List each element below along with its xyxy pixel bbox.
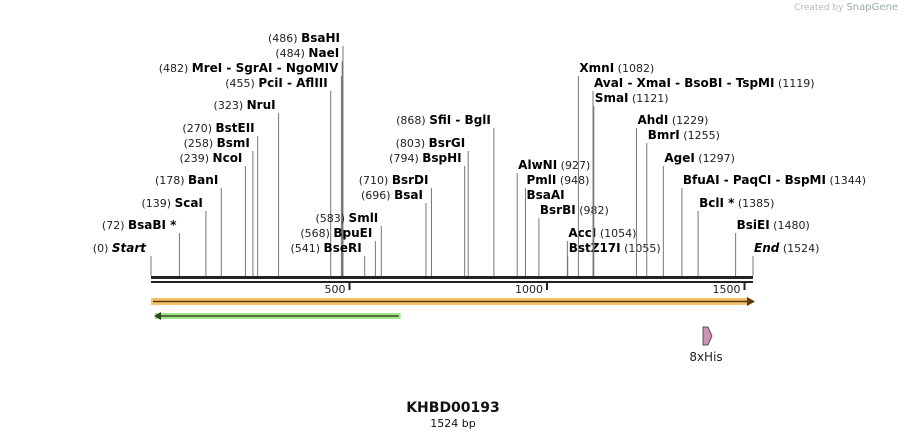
- svg-text:(710) BsrDI: (710) BsrDI: [359, 173, 429, 187]
- svg-text:(583) SmlI: (583) SmlI: [315, 211, 378, 225]
- ruler-label: 500: [325, 283, 346, 296]
- restriction-site[interactable]: (803) BsrGI: [396, 136, 469, 276]
- sequence-map: 500 1000 1500 8xHis (0) Start (72) BsaBI * (13…: [93, 31, 866, 364]
- restriction-site[interactable]: AhdI (1229): [635, 113, 708, 276]
- restriction-site[interactable]: BsiEI (1480): [735, 218, 810, 276]
- svg-text:SmaI (1121): SmaI (1121): [595, 91, 669, 105]
- svg-text:(868) SfiI - BglI: (868) SfiI - BglI: [396, 113, 491, 127]
- restriction-site[interactable]: (568) BpuEI: [300, 226, 376, 276]
- restriction-site[interactable]: (0) Start: [93, 241, 152, 276]
- restriction-site[interactable]: (794) BspHI: [389, 151, 466, 276]
- restriction-site[interactable]: (139) ScaI: [142, 196, 207, 276]
- credit-brand: SnapGene: [846, 2, 898, 13]
- restriction-site[interactable]: BmrI (1255): [646, 128, 720, 276]
- restriction-site[interactable]: AlwNI (927): [516, 158, 590, 276]
- svg-text:(482) MreI - SgrAI - NgoM: (482) MreI - SgrAI - NgoMIV: [159, 61, 339, 75]
- restriction-site[interactable]: BsrBI (982): [538, 203, 609, 276]
- restriction-site[interactable]: End (1524): [752, 241, 819, 276]
- restriction-site[interactable]: (72) BsaBI *: [102, 218, 180, 276]
- restriction-site[interactable]: BclI * (1385): [697, 196, 774, 276]
- svg-text:BsiEI (1480): BsiEI (1480): [737, 218, 810, 232]
- sequence-name: KHBD00193: [406, 400, 500, 416]
- restriction-site[interactable]: BfuAI - PaqCI - BspMI (1344): [681, 173, 866, 276]
- restriction-site[interactable]: (178) BanI: [155, 173, 222, 276]
- svg-text:(139) ScaI: (139) ScaI: [142, 196, 203, 210]
- svg-text:AccI (1054): AccI (1054): [568, 226, 636, 240]
- restriction-site[interactable]: (541) BseRI: [290, 241, 366, 276]
- ruler-label: 1000: [515, 283, 543, 296]
- svg-text:AvaI - XmaI - BsoBI - Ts: AvaI - XmaI - BsoBI - TspMI (1119): [594, 76, 815, 90]
- ruler-tick: [348, 283, 351, 290]
- svg-text:(323) NruI: (323) NruI: [214, 98, 276, 112]
- svg-text:(270) BstEII: (270) BstEII: [182, 121, 254, 135]
- svg-text:PmlI (948): PmlI (948): [526, 173, 589, 187]
- svg-text:(239) NcoI: (239) NcoI: [179, 151, 242, 165]
- restriction-site[interactable]: (239) NcoI: [179, 151, 246, 276]
- sequence-length: 1524 bp: [430, 417, 476, 430]
- ruler-label: 1500: [713, 283, 741, 296]
- svg-text:AhdI (1229): AhdI (1229): [637, 113, 708, 127]
- svg-text:AgeI (1297): AgeI (1297): [664, 151, 735, 165]
- svg-text:BsaAI: BsaAI: [526, 188, 564, 202]
- backbone-top: [151, 276, 753, 279]
- svg-text:End (1524): End (1524): [754, 241, 819, 255]
- restriction-site[interactable]: (258) BsmI: [184, 136, 254, 276]
- svg-text:(794) BspHI: (794) BspHI: [389, 151, 461, 165]
- svg-text:(455) PciI - AflIII: (455) PciI - AflIII: [225, 76, 327, 90]
- restriction-site[interactable]: BstZ17I (1055): [567, 241, 661, 276]
- his-tag-label: 8xHis: [689, 350, 722, 364]
- restriction-site[interactable]: BsaAI: [524, 188, 565, 276]
- restriction-site[interactable]: AvaI - XmaI - BsoBI - TspMI (1119): [592, 76, 815, 276]
- ruler-tick: [743, 283, 746, 290]
- svg-text:(484) NaeI: (484) NaeI: [275, 46, 339, 60]
- credit-prefix: Created by: [794, 3, 844, 13]
- arrow-left-icon: [154, 312, 161, 320]
- restriction-site[interactable]: PmlI (948): [524, 173, 589, 276]
- snapgene-credit: Created by SnapGene: [794, 2, 898, 13]
- arrow-right-icon: [747, 297, 755, 306]
- svg-text:BsrBI (982): BsrBI (982): [540, 203, 609, 217]
- svg-text:BclI * (1385): BclI * (1385): [699, 196, 774, 210]
- svg-text:(568) BpuEI: (568) BpuEI: [300, 226, 372, 240]
- restriction-site[interactable]: (868) SfiI - BglI: [396, 113, 495, 276]
- his-tag-feature[interactable]: [702, 326, 713, 346]
- restriction-site[interactable]: (696) BsaI: [361, 188, 427, 276]
- restriction-site[interactable]: XmnI (1082): [577, 61, 654, 276]
- restriction-site[interactable]: SmaI (1121): [593, 91, 669, 276]
- backbone-bottom: [151, 281, 753, 283]
- svg-text:(696) BsaI: (696) BsaI: [361, 188, 423, 202]
- restriction-site[interactable]: (323) NruI: [214, 98, 280, 276]
- restriction-site[interactable]: (583) SmlI: [315, 211, 382, 276]
- svg-text:BmrI (1255): BmrI (1255): [648, 128, 720, 142]
- svg-text:(486) BsaHI: (486) BsaHI: [268, 31, 340, 45]
- svg-text:XmnI (1082): XmnI (1082): [579, 61, 654, 75]
- restriction-site[interactable]: (270) BstEII: [182, 121, 259, 276]
- restriction-site[interactable]: (484) NaeI: [275, 46, 343, 276]
- ruler-tick: [546, 283, 549, 290]
- restriction-site[interactable]: (486) BsaHI: [268, 31, 344, 276]
- svg-text:AlwNI (927): AlwNI (927): [518, 158, 590, 172]
- svg-text:(72) BsaBI *: (72) BsaBI *: [102, 218, 177, 232]
- svg-text:BstZ17I (1055): BstZ17I (1055): [569, 241, 661, 255]
- svg-text:(0) Start: (0) Start: [93, 241, 147, 255]
- restriction-site[interactable]: AgeI (1297): [662, 151, 735, 276]
- svg-text:(178) BanI: (178) BanI: [155, 173, 218, 187]
- restriction-site[interactable]: (455) PciI - AflIII: [225, 76, 332, 276]
- svg-text:(803) BsrGI: (803) BsrGI: [396, 136, 466, 150]
- svg-text:(258) BsmI: (258) BsmI: [184, 136, 250, 150]
- svg-text:(541) BseRI: (541) BseRI: [290, 241, 361, 255]
- restriction-site[interactable]: (482) MreI - SgrAI - NgoMIV: [159, 61, 342, 276]
- restriction-site[interactable]: (710) BsrDI: [359, 173, 432, 276]
- svg-text:BfuAI - PaqCI - BspMI (: BfuAI - PaqCI - BspMI (1344): [683, 173, 866, 187]
